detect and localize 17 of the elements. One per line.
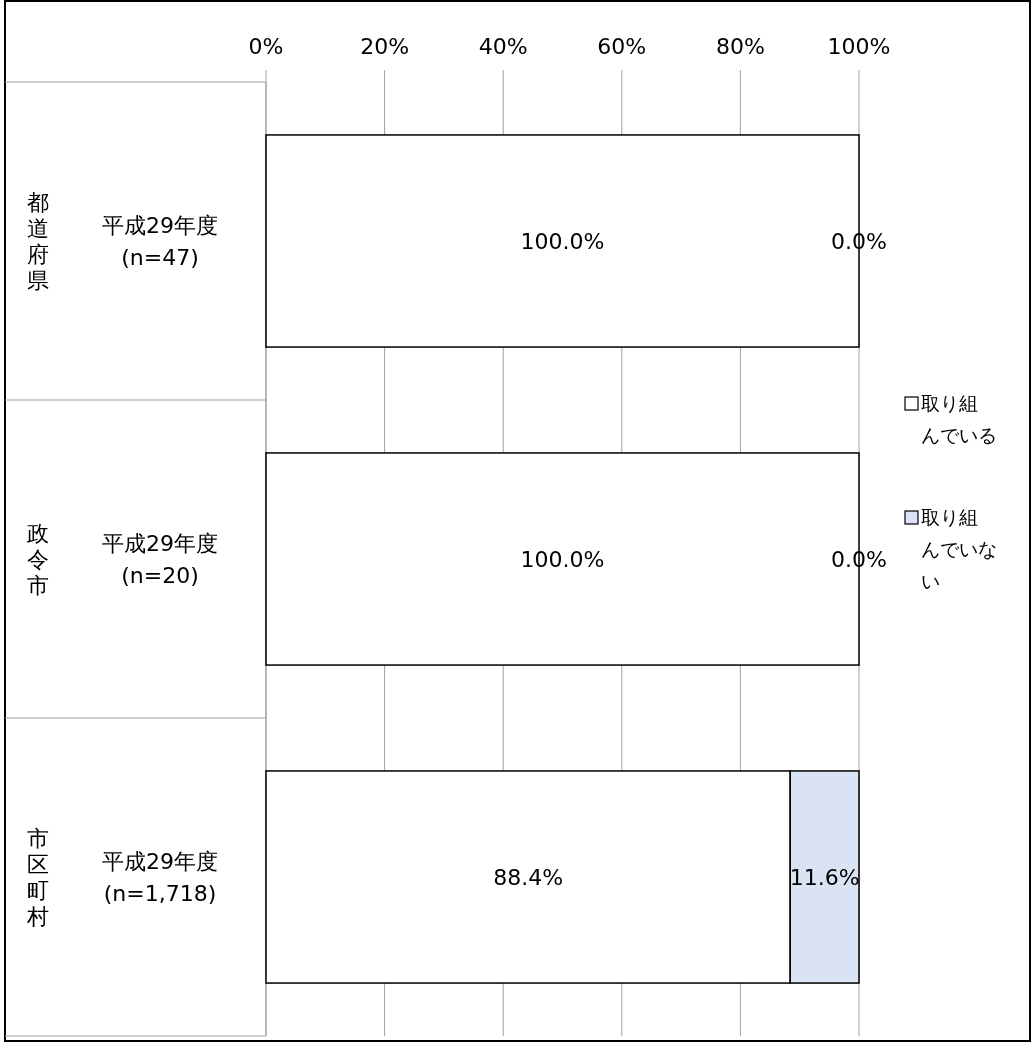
y-tick-label: 平成29年度 (n=20)	[102, 531, 218, 588]
x-tick-label: 20%	[360, 34, 410, 59]
x-tick-label: 40%	[478, 34, 528, 59]
x-tick-label: 100%	[827, 34, 891, 59]
text: 政令市	[27, 520, 49, 598]
y-tick-label: 平成29年度 (n=47)	[102, 213, 218, 270]
data-label: 100.0%	[520, 546, 605, 572]
data-label: 88.4%	[493, 864, 564, 890]
x-tick-label: 80%	[715, 34, 765, 59]
data-label: 100.0%	[520, 228, 605, 254]
x-tick-label: 60%	[597, 34, 647, 59]
x-tick-label: 0%	[248, 34, 284, 59]
legend-label: 取り組んでいない	[921, 506, 997, 592]
legend-label: 取り組んでいる	[921, 392, 997, 446]
text: 市区町村	[26, 825, 49, 929]
y-tick-label: 平成29年度 (n=1,718)	[102, 849, 218, 906]
text: 都道府県	[27, 189, 49, 293]
